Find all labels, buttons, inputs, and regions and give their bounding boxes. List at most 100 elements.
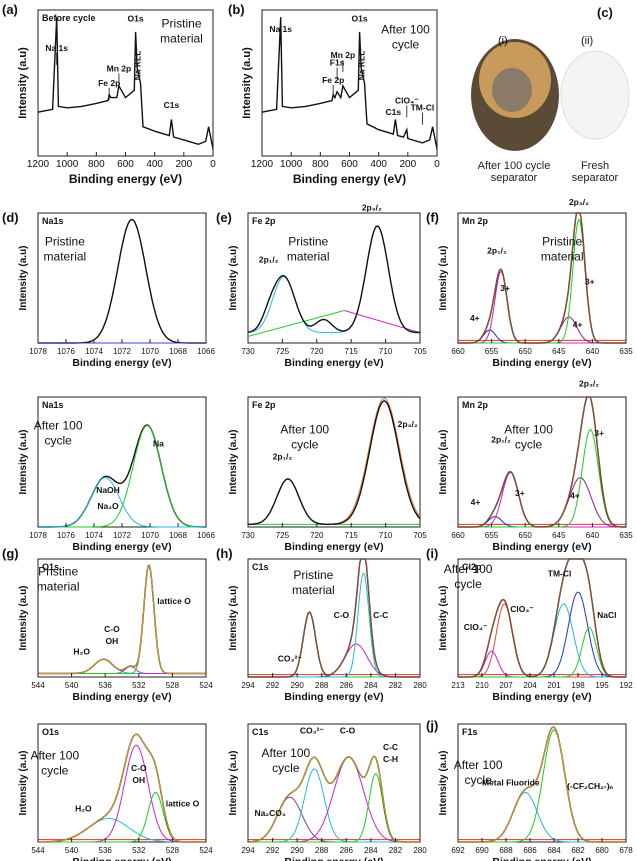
series-background — [247, 310, 345, 337]
x-tick-label: 655 — [485, 347, 499, 356]
x-tick-label: 660 — [451, 531, 465, 540]
x-tick-label: 705 — [413, 531, 427, 540]
x-tick-label: 1200 — [27, 159, 50, 170]
series-mn4-a — [458, 329, 626, 344]
x-tick-label: 682 — [571, 846, 585, 855]
series-nacl — [458, 626, 626, 678]
annotation-label: TM-Cl — [548, 569, 572, 579]
annotation-label: lattice O — [166, 799, 200, 809]
panel-label: (j) — [426, 718, 438, 733]
annotation-label: 4+ — [471, 497, 481, 507]
annotation-label: ClO₄⁻ — [464, 622, 488, 632]
plot-frame — [457, 396, 627, 528]
series-fit — [458, 212, 626, 344]
series-fit — [247, 225, 420, 334]
chart-a: (a) Before cycle 1200 1000 800 600 400 200 0 Bind… — [2, 2, 216, 186]
x-tick-label: 730 — [241, 531, 255, 540]
annotation-label: CO₃²⁻ — [278, 654, 303, 664]
x-tick-label: 692 — [451, 846, 465, 855]
y-axis-label: Intensity (a.u) — [228, 750, 239, 815]
x-tick-label: 640 — [586, 347, 600, 356]
x-tick-label: 290 — [290, 846, 304, 855]
x-tick-label: 536 — [99, 846, 113, 855]
x-axis-label: Binding energy (eV) — [492, 541, 591, 553]
x-tick-label: 600 — [341, 159, 358, 170]
series-data — [458, 212, 626, 344]
panel-label: (i) — [426, 546, 438, 561]
annotation-label: C-O — [131, 763, 147, 773]
x-tick-label: 645 — [552, 347, 566, 356]
panel-title: Na1s — [42, 216, 64, 226]
inset-text: After 100 — [454, 758, 503, 772]
series-mn4-b — [458, 316, 626, 344]
x-tick-label: 294 — [241, 681, 255, 690]
inset-text: cycle — [44, 434, 72, 448]
panel-label: (e) — [216, 210, 232, 225]
annotation-label: 2p₁/₂ — [491, 435, 511, 445]
panel-label: (b) — [228, 2, 245, 17]
x-tick-label: 282 — [389, 846, 403, 855]
series-data — [247, 225, 420, 334]
inset-text: After 100 — [261, 746, 310, 760]
inset-text: After 100 — [381, 22, 430, 36]
chart-g2: O1s 544 540 536 532 528 524 Binding energy (eV)… — [18, 723, 213, 861]
x-tick-label: 198 — [571, 681, 585, 690]
x-tick-label: 1070 — [141, 531, 159, 540]
series-background2 — [344, 310, 421, 334]
inset-text: material — [287, 250, 330, 264]
chart-d1: (d) Na1s 1078 1076 1074 1072 1070 1068 1066 Bindi… — [2, 210, 215, 369]
annotation-label: Na — [153, 438, 164, 448]
panel-title: C1s — [252, 562, 269, 572]
x-tick-label: 201 — [547, 681, 561, 690]
inset-text: Pristine — [288, 235, 328, 249]
inset-text: cycle — [454, 577, 482, 591]
panel-c-caption-used: After 100 cycle separator — [477, 160, 551, 184]
x-axis-label: Binding energy (eV) — [284, 541, 383, 553]
x-tick-label: 705 — [413, 347, 427, 356]
x-tick-label: 655 — [485, 531, 499, 540]
x-tick-label: 0 — [210, 159, 216, 170]
panel-title: C1s — [252, 727, 269, 737]
series-survey — [261, 17, 438, 149]
inset-text: cycle — [272, 761, 300, 775]
x-axis-label: Binding energy (eV) — [492, 691, 591, 703]
annotation-label: F1s — [330, 57, 345, 67]
x-tick-label: 532 — [132, 846, 146, 855]
annotation-label: H₂O — [73, 647, 90, 657]
series-na2co3 — [247, 796, 420, 843]
series-fit — [458, 396, 626, 528]
annotation-label: Fe 2p — [98, 78, 120, 88]
chart-j: (j) F1s 692 690 688 686 684 682 680 678 Binding en… — [426, 718, 633, 861]
panel-label: (h) — [216, 546, 233, 561]
annotation-label: ClO₄⁻ — [395, 95, 419, 105]
y-axis-label: Intensity (a.u) — [241, 47, 253, 119]
x-tick-label: 524 — [199, 681, 213, 690]
annotation-label: H₂O — [75, 803, 92, 813]
annotation-label: NaOH — [96, 485, 120, 495]
y-axis-label: Intensity (a.u) — [18, 750, 29, 815]
x-tick-label: 1074 — [85, 531, 103, 540]
inset-text: After 100 — [504, 422, 553, 436]
x-tick-label: 715 — [345, 531, 359, 540]
x-tick-label: 635 — [619, 531, 633, 540]
annotation-label: C-H — [383, 754, 398, 764]
y-axis-label: Intensity (a.u) — [438, 585, 449, 650]
image-label-ii: (ii) — [581, 35, 593, 47]
inset-text: material — [292, 583, 335, 597]
annotation-label: 4+ — [570, 490, 580, 500]
x-tick-label: 207 — [499, 681, 513, 690]
inset-text: cycle — [464, 773, 492, 787]
x-tick-label: 1072 — [113, 347, 131, 356]
annotation-label: 2p₁/₂ — [273, 451, 293, 461]
x-tick-label: 195 — [595, 681, 609, 690]
plot-frame — [457, 723, 627, 843]
x-tick-label: 200 — [175, 159, 192, 170]
chart-e2: Fe 2p 730 725 720 715 710 705 Binding energy (e… — [228, 396, 427, 553]
annotation-label: 2p₃/₂ — [579, 379, 599, 389]
x-tick-label: 536 — [99, 681, 113, 690]
chart-e1: (e) Fe 2p 730 725 720 715 710 705 Binding energy… — [216, 202, 427, 369]
x-tick-label: 544 — [31, 846, 45, 855]
chart-g1: (g) O1s 544 540 536 532 528 524 Binding energy (… — [2, 546, 213, 703]
annotation-label: ClO₃⁻ — [510, 604, 534, 614]
x-tick-label: 204 — [523, 681, 537, 690]
